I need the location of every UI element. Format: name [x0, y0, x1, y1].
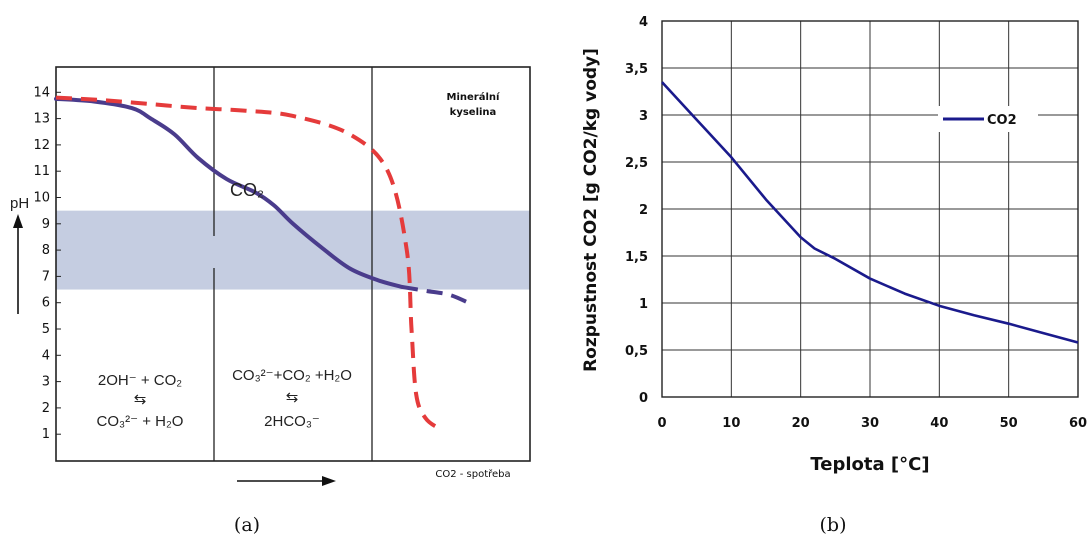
- region1-eq-line1: 2OH⁻ + CO₂: [98, 372, 182, 389]
- caption-b: (b): [820, 514, 847, 536]
- y-tick-label-a: 6: [42, 296, 50, 311]
- y-tick-label-a: 8: [42, 243, 50, 258]
- region1-eq-line2: CO₃²⁻ + H₂O: [97, 413, 184, 430]
- y-tick-label-a: 12: [33, 138, 50, 153]
- series-line-a-0: [54, 96, 405, 289]
- y-tick-label-a: 1: [42, 427, 50, 442]
- y-tick-label-a: 9: [42, 217, 50, 232]
- y-tick-label-b: 3,5: [625, 62, 648, 77]
- plot-a-frame: [55, 66, 531, 462]
- x-tick-label-b: 60: [1069, 416, 1087, 431]
- y-tick-label-b: 0,5: [625, 344, 648, 359]
- chart-b: 0 10 20 30 40 50 60 0 0,5 1 1,5 2 2,5 3 3,5 4 CO2 Teplo…: [581, 15, 1087, 536]
- x-arrow-head: [322, 476, 336, 486]
- series-b: [661, 81, 1079, 344]
- x-tick-label-b: 40: [930, 416, 948, 431]
- y-tick-label-a: 2: [42, 401, 50, 416]
- y-tick-label-a: 7: [42, 269, 50, 284]
- y-tick-label-a: 5: [42, 322, 50, 337]
- y-tick-label-b: 0: [639, 391, 648, 406]
- legend-label: CO2: [987, 113, 1017, 128]
- y-tick-label-b: 1: [639, 297, 648, 312]
- grid-b: [661, 20, 1079, 398]
- region1-eq-arrow: ⇆: [134, 391, 147, 408]
- y-axis-label-b: Rozpustnost CO2 [g CO2/kg vody]: [581, 48, 601, 372]
- y-tick-label-b: 3: [639, 109, 648, 124]
- x-label-a: CO2 - spotřeba: [435, 468, 510, 480]
- x-tick-label-b: 0: [657, 416, 666, 431]
- x-axis-label-b: Teplota [°C]: [810, 454, 929, 475]
- caption-a: (a): [234, 514, 260, 536]
- series-a: [54, 95, 470, 431]
- ticks-b: 0 10 20 30 40 50 60 0 0,5 1 1,5 2 2,5 3 3,5 4: [625, 15, 1087, 431]
- ph-label: pH: [10, 195, 29, 212]
- region2-eq-line1: CO₃²⁻+CO₂ +H₂O: [232, 367, 352, 384]
- region2-eq-line2: 2HCO₃⁻: [264, 413, 320, 430]
- region3-label-line2: kyselina: [450, 107, 497, 118]
- co2-series-label: CO₂: [230, 180, 264, 200]
- y-tick-label-a: 11: [33, 164, 50, 179]
- y-tick-label-b: 2,5: [625, 156, 648, 171]
- y-tick-label-a: 10: [33, 191, 50, 206]
- series-line-a-1: [401, 284, 470, 305]
- y-tick-label-a: 14: [33, 85, 50, 100]
- region3-label-line1: Minerální: [447, 91, 501, 103]
- ph-arrow-head: [13, 214, 23, 228]
- x-tick-label-b: 30: [861, 416, 879, 431]
- x-tick-label-b: 20: [792, 416, 810, 431]
- series-line-a-2: [55, 95, 442, 431]
- y-tick-label-a: 3: [42, 375, 50, 390]
- y-tick-label-a: 13: [33, 112, 50, 127]
- y-tick-label-a: 4: [42, 348, 50, 363]
- series-line-b-0: [661, 81, 1079, 344]
- x-tick-label-b: 50: [1000, 416, 1018, 431]
- plot-b-frame: [661, 20, 1079, 398]
- y-tick-label-b: 1,5: [625, 250, 648, 265]
- y-tick-label-b: 2: [639, 203, 648, 218]
- x-tick-label-b: 10: [722, 416, 740, 431]
- region2-eq-arrow: ⇆: [286, 389, 299, 406]
- y-tick-label-b: 4: [639, 15, 648, 30]
